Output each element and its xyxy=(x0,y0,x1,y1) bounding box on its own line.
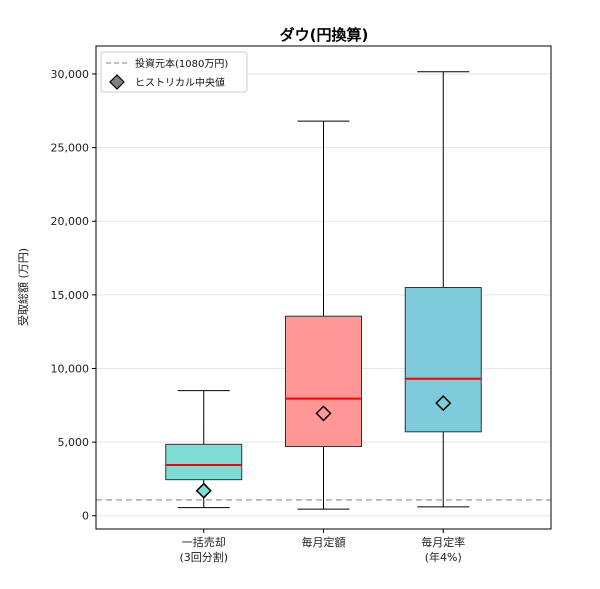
legend-marker-label: ヒストリカル中央値 xyxy=(135,76,225,89)
y-tick-label: 10,000 xyxy=(51,362,90,375)
y-axis: 0 5,000 10,000 15,000 20,000 25,000 30,000 xyxy=(51,68,96,523)
box-series xyxy=(165,71,482,510)
historical-median-marker xyxy=(315,405,332,422)
y-tick-label: 5,000 xyxy=(58,436,90,449)
box-iqr xyxy=(165,443,243,481)
x-axis: 一括売却(3回分割) 毎月定額 毎月定率(年4%) xyxy=(179,529,465,564)
legend-frame xyxy=(100,51,248,93)
historical-median-marker xyxy=(195,482,212,499)
y-tick-label: 30,000 xyxy=(51,68,90,81)
y-tick-label: 25,000 xyxy=(51,142,90,155)
y-axis-label: 受取総額 (万円) xyxy=(16,248,30,326)
y-tick-label: 20,000 xyxy=(51,215,90,228)
box-group xyxy=(404,71,482,508)
legend: 投資元本(1080万円) ヒストリカル中央値 xyxy=(100,51,248,93)
x-tick-label-sub: (年4%) xyxy=(425,550,462,564)
legend-marker-swatch xyxy=(109,74,125,90)
historical-median-marker xyxy=(435,395,452,412)
x-tick-label: 毎月定率 xyxy=(421,535,465,549)
box-group xyxy=(165,390,243,509)
x-tick-label: 毎月定額 xyxy=(302,535,346,549)
x-tick-label-sub: (3回分割) xyxy=(179,550,228,564)
x-tick-label: 一括売却 xyxy=(182,535,226,549)
legend-principal-label: 投資元本(1080万円) xyxy=(135,57,228,70)
box-iqr xyxy=(285,315,362,448)
y-tick-label: 15,000 xyxy=(51,289,90,302)
box-group xyxy=(285,120,362,510)
chart-title: ダウ(円換算) xyxy=(280,26,369,44)
y-tick-label: 0 xyxy=(82,510,89,523)
